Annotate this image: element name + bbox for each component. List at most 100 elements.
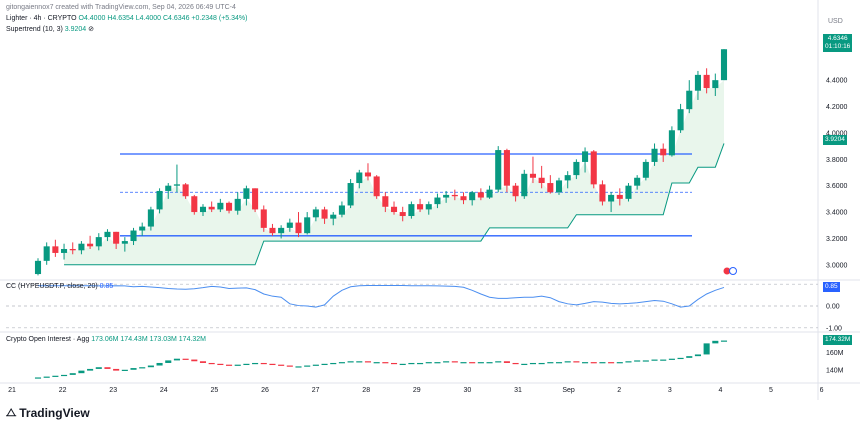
candle-body bbox=[538, 177, 545, 184]
last-price-value: 4.6346 bbox=[827, 35, 848, 42]
oi-bar bbox=[408, 362, 415, 365]
oi-tag: 174.32M bbox=[823, 335, 853, 345]
oi-bar bbox=[668, 358, 675, 360]
oi-legend[interactable]: Crypto Open Interest · Agg 173.06M 174.4… bbox=[6, 336, 206, 343]
candle-body bbox=[295, 222, 302, 234]
time-tick: 23 bbox=[109, 387, 117, 394]
candle-body bbox=[564, 175, 571, 181]
oi-bar bbox=[686, 356, 693, 358]
price-tick: 3.8000 bbox=[826, 157, 848, 164]
time-tick: 2 bbox=[617, 387, 621, 394]
oi-bar bbox=[269, 363, 276, 366]
candle-body bbox=[390, 206, 398, 213]
oi-bar bbox=[61, 374, 68, 377]
candle-body bbox=[495, 150, 502, 190]
oi-bar bbox=[156, 362, 163, 366]
candle-body bbox=[87, 243, 94, 247]
candle-body bbox=[616, 194, 623, 199]
created-by-text: gitongaiennox7 created with TradingView.… bbox=[6, 4, 236, 11]
oi-bar bbox=[712, 340, 719, 344]
oi-bar bbox=[52, 375, 59, 377]
price-tick: 4.2000 bbox=[826, 104, 848, 111]
candle-body bbox=[269, 227, 276, 234]
candle-body bbox=[512, 185, 519, 197]
oi-bar bbox=[347, 361, 354, 363]
oi-bar bbox=[78, 370, 85, 374]
oi-tick: 140M bbox=[826, 367, 844, 374]
oi-bar bbox=[43, 376, 50, 378]
currency-label: USD bbox=[828, 18, 843, 25]
candle-body bbox=[286, 222, 293, 228]
oi-bar bbox=[521, 363, 528, 366]
oi-bar bbox=[104, 367, 111, 369]
symbol-name[interactable]: Lighter · 4h · CRYPTO bbox=[6, 15, 77, 22]
oi-bar bbox=[703, 343, 710, 355]
oi-bar bbox=[434, 362, 441, 364]
countdown-value: 01:10:16 bbox=[825, 43, 851, 50]
candle-body bbox=[408, 204, 415, 217]
candle-body bbox=[686, 90, 693, 110]
oi-bar bbox=[616, 362, 623, 364]
candle-body bbox=[417, 204, 424, 210]
candle-body bbox=[590, 151, 597, 185]
candle-body bbox=[252, 188, 259, 210]
oi-bar bbox=[651, 359, 658, 361]
candle-body bbox=[425, 204, 432, 210]
oi-bar bbox=[173, 358, 180, 361]
candle-body bbox=[34, 260, 42, 275]
candle-body bbox=[173, 184, 180, 186]
candle-body bbox=[521, 173, 528, 197]
eye-off-icon[interactable]: ⊘ bbox=[88, 26, 95, 33]
oi-bar bbox=[555, 362, 563, 364]
oi-bar bbox=[608, 362, 615, 364]
candle-body bbox=[443, 194, 450, 198]
candle-body bbox=[625, 185, 632, 199]
oi-bar bbox=[356, 361, 363, 363]
candle-body bbox=[104, 231, 111, 238]
tradingview-mark-icon: ⧍ bbox=[6, 406, 16, 419]
oi-bar bbox=[382, 362, 389, 364]
oi-bar bbox=[373, 362, 380, 364]
supertrend-legend[interactable]: Supertrend (10, 3) 3.9204 ⊘ bbox=[6, 25, 94, 33]
cc-legend[interactable]: CC (HYPEUSDT.P, close, 20) 0.85 bbox=[6, 283, 113, 290]
candle-body bbox=[460, 196, 467, 201]
oi-bar bbox=[634, 360, 641, 362]
oi-bar bbox=[87, 368, 94, 371]
oi-bar bbox=[243, 363, 250, 366]
oi-bar bbox=[538, 362, 545, 365]
candle-body bbox=[121, 241, 128, 244]
candle-body bbox=[608, 194, 615, 202]
candle-body bbox=[278, 227, 285, 234]
candle-body bbox=[486, 189, 493, 198]
candle-body bbox=[694, 74, 701, 91]
oi-bar bbox=[234, 364, 241, 366]
candle-body bbox=[477, 192, 484, 198]
oi-bar bbox=[139, 367, 146, 369]
oi-bar bbox=[390, 362, 398, 365]
time-tick: 31 bbox=[514, 387, 522, 394]
time-tick: 29 bbox=[413, 387, 421, 394]
oi-bar bbox=[191, 359, 198, 362]
ohlc-low: L4.4000 bbox=[135, 15, 162, 22]
time-tick: 4 bbox=[718, 387, 722, 394]
oi-bar bbox=[330, 362, 337, 365]
candle-body bbox=[720, 49, 728, 81]
oi-bar bbox=[573, 361, 580, 363]
candle-body bbox=[43, 246, 50, 261]
oi-bar bbox=[121, 369, 128, 371]
time-tick: 28 bbox=[362, 387, 370, 394]
time-tick: 30 bbox=[464, 387, 472, 394]
oi-bar bbox=[364, 361, 372, 363]
candle-body bbox=[147, 209, 154, 227]
oi-bar bbox=[182, 358, 189, 360]
oi-bar bbox=[529, 362, 537, 365]
cc-line bbox=[38, 284, 725, 308]
candle-body bbox=[668, 130, 675, 156]
event-flag-icon bbox=[729, 267, 737, 275]
candle-body bbox=[703, 74, 710, 89]
cc-tag: 0.85 bbox=[823, 282, 840, 292]
oi-bar bbox=[469, 362, 476, 364]
candle-body bbox=[642, 161, 649, 178]
oi-bar bbox=[486, 362, 493, 364]
tradingview-logo[interactable]: ⧍ TradingView bbox=[6, 406, 90, 420]
